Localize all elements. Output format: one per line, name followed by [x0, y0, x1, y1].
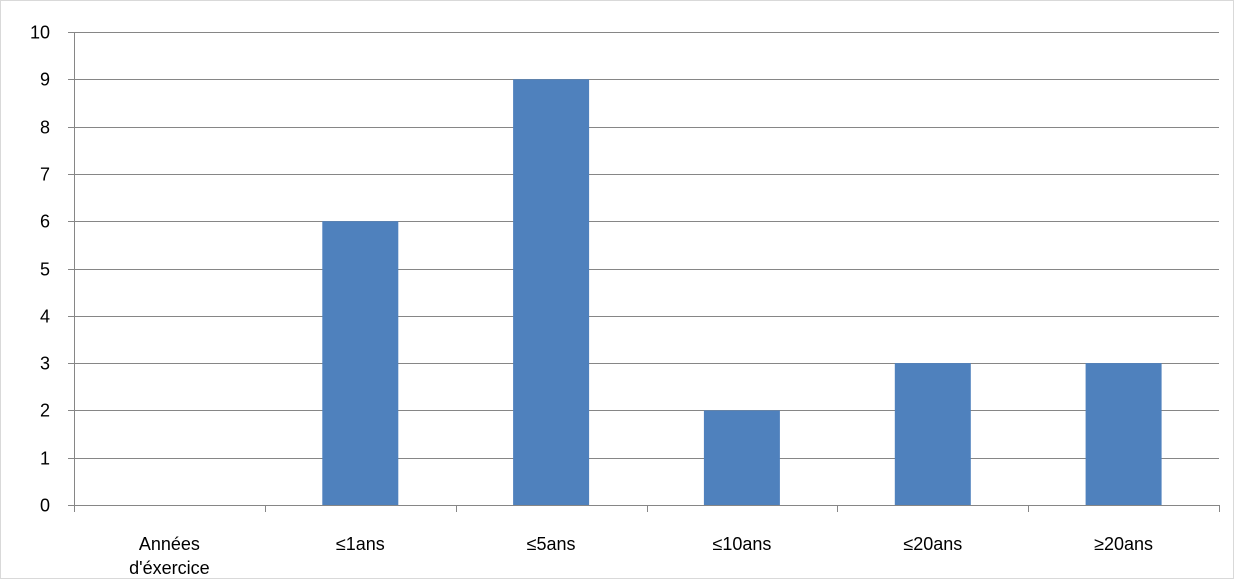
- x-tick-label-line: d'éxercice: [129, 558, 209, 578]
- bar-4: [894, 363, 971, 505]
- y-tick-label: 3: [40, 354, 50, 374]
- x-tick-label: Années d'éxercice: [129, 534, 209, 578]
- y-tick-label: 8: [40, 118, 50, 138]
- y-tick-label: 4: [40, 307, 50, 327]
- x-tick-label-line: ≤1ans: [336, 534, 385, 554]
- y-tick-label: 9: [40, 70, 50, 90]
- y-axis-tick-labels: 0 1 2 3 4 5 6 7 8 9 10: [30, 23, 50, 516]
- x-tick-label-line: ≤5ans: [527, 534, 576, 554]
- bar-2: [513, 79, 590, 506]
- x-tick-label-line: Années: [139, 534, 200, 554]
- bars: [322, 79, 1162, 506]
- gridlines: [74, 32, 1219, 459]
- bar-1: [322, 221, 399, 505]
- x-tick-label-line: ≤10ans: [712, 534, 771, 554]
- x-tick-label: ≤20ans: [903, 534, 962, 554]
- bar-5: [1085, 363, 1162, 505]
- x-tick-label: ≤5ans: [527, 534, 576, 554]
- y-tick-label: 7: [40, 165, 50, 185]
- axes: [68, 32, 1220, 512]
- y-tick-label: 10: [30, 23, 50, 43]
- y-tick-label: 5: [40, 260, 50, 280]
- x-tick-label: ≤1ans: [336, 534, 385, 554]
- y-tick-label: 0: [40, 496, 50, 516]
- y-tick-label: 2: [40, 401, 50, 421]
- bar-3: [703, 410, 780, 505]
- x-axis-tick-labels: Années d'éxercice ≤1ans ≤5ans ≤10ans ≤20ans ≥2…: [129, 534, 1153, 578]
- y-tick-label: 6: [40, 212, 50, 232]
- x-tick-label-line: ≤20ans: [903, 534, 962, 554]
- x-tick-label-line: ≥20ans: [1094, 534, 1153, 554]
- y-tick-label: 1: [40, 449, 50, 469]
- x-tick-label: ≥20ans: [1094, 534, 1153, 554]
- x-tick-label: ≤10ans: [712, 534, 771, 554]
